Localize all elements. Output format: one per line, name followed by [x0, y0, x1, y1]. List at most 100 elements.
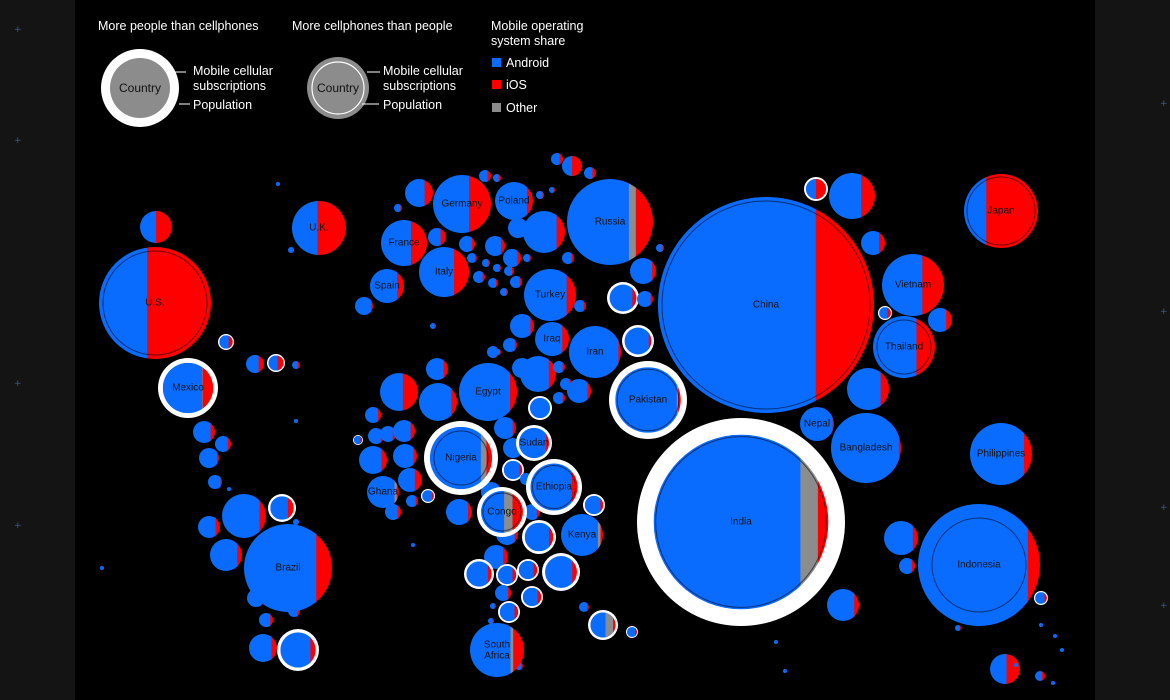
android-share-segment [783, 669, 787, 673]
android-share-segment [355, 297, 372, 315]
country-bubble [510, 276, 522, 288]
country-bubble-japan: Japan [964, 174, 1038, 248]
ios-share-segment [562, 392, 565, 404]
ios-share-segment [397, 504, 401, 520]
country-bubble [428, 228, 446, 246]
ios-share-segment [880, 368, 889, 410]
android-share-segment [429, 426, 482, 490]
ios-share-segment [228, 335, 233, 349]
country-bubble [1034, 591, 1048, 605]
country-bubble [521, 586, 543, 608]
ios-share-segment [468, 175, 491, 233]
country-label: France [388, 238, 420, 249]
android-share-segment [446, 499, 469, 525]
android-share-segment [493, 174, 500, 182]
android-share-segment [504, 266, 513, 276]
android-share-segment [545, 556, 573, 588]
ios-share-segment [468, 499, 472, 525]
country-bubble [493, 264, 501, 272]
ios-share-segment [652, 258, 656, 284]
legend-example-country: Country [317, 81, 359, 95]
population-ring [433, 430, 489, 486]
android-share-segment [495, 182, 528, 220]
android-share-segment [405, 179, 426, 207]
population-ring [661, 200, 871, 410]
android-share-segment [244, 524, 317, 612]
ios-share-segment [514, 338, 517, 352]
android-share-segment [562, 252, 573, 264]
country-bubble [199, 448, 219, 468]
ios-share-segment [817, 434, 829, 610]
ios-share-segment [410, 220, 427, 266]
country-bubble [1060, 648, 1064, 652]
country-bubble-russia: Russia [567, 179, 653, 265]
ios-share-segment [613, 612, 616, 638]
population-ring [966, 176, 1036, 246]
ios-share-segment [517, 249, 521, 267]
country-bubble [955, 625, 961, 631]
ios-share-segment [632, 284, 637, 312]
country-bubble [503, 338, 517, 352]
country-label: Nepal [804, 419, 830, 430]
android-share-segment [567, 379, 588, 403]
country-label: Thailand [885, 342, 923, 353]
country-bubble [490, 603, 496, 609]
country-bubble [510, 314, 534, 338]
ios-share-segment [396, 476, 399, 508]
country-bubble-mexico: Mexico [158, 358, 218, 418]
country-label: Spain [374, 281, 400, 292]
android-share-segment [970, 423, 1025, 485]
ios-share-segment [381, 446, 387, 474]
ios-share-segment [519, 276, 522, 288]
country-label: Japan [987, 206, 1014, 217]
android-share-segment [481, 491, 505, 533]
android-share-segment [393, 420, 412, 442]
country-bubble-bangladesh: Bangladesh [831, 413, 901, 483]
ios-share-segment [571, 252, 574, 264]
android-share-segment [162, 362, 203, 414]
legend-more-phones-heading: More cellphones than people [292, 19, 453, 33]
country-bubble [1051, 681, 1055, 685]
ios-share-segment [310, 632, 316, 668]
country-label: China [753, 300, 780, 311]
country-bubble-egypt: Egypt [459, 363, 517, 421]
country-label: U.S. [145, 298, 164, 309]
country-bubble [267, 354, 285, 372]
side-markers: + + + + + + + + [14, 25, 1168, 611]
country-label: Kenya [568, 530, 597, 541]
ios-share-segment [156, 211, 172, 243]
country-bubble [607, 282, 639, 314]
country-bubble [496, 564, 518, 586]
ios-share-segment [529, 254, 531, 262]
country-bubble [353, 435, 363, 445]
population-ring [531, 464, 577, 510]
ios-share-segment [360, 435, 363, 445]
country-bubble [878, 306, 892, 320]
ios-share-segment [587, 379, 591, 403]
country-bubble [355, 297, 373, 315]
ios-share-segment [635, 626, 638, 638]
android-share-segment [522, 587, 539, 607]
country-bubble [626, 626, 638, 638]
ios-share-segment [487, 170, 491, 182]
ios-share-segment [434, 323, 436, 329]
ios-share-segment [503, 545, 508, 569]
ios-share-segment [512, 266, 514, 276]
android-share-segment [879, 307, 888, 319]
country-label: Iran [586, 347, 603, 358]
country-bubble [774, 640, 778, 644]
android-share-segment [964, 174, 987, 248]
legend-os-heading-line2: system share [491, 34, 565, 48]
android-share-segment [365, 407, 379, 423]
country-bubble [588, 610, 618, 640]
country-label: Nigeria [445, 453, 477, 464]
ios-share-segment [259, 494, 266, 538]
ios-share-segment [922, 254, 944, 316]
country-bubble [464, 559, 494, 589]
ios-share-segment [486, 426, 493, 490]
country-bubble [847, 368, 889, 410]
legend-subscriptions-line2: subscriptions [193, 79, 266, 93]
ios-share-segment [227, 436, 231, 452]
android-share-segment [630, 258, 653, 284]
